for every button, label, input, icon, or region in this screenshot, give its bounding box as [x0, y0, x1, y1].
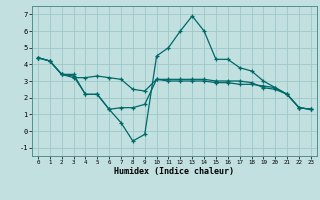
X-axis label: Humidex (Indice chaleur): Humidex (Indice chaleur)	[115, 167, 234, 176]
